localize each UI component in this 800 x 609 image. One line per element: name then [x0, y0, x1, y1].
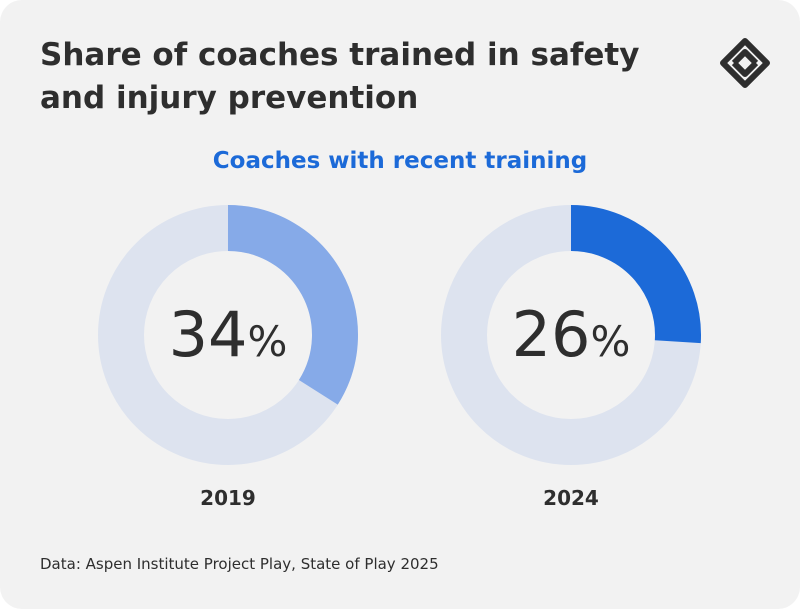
donut-charts: 34% 2019 26% 2024: [98, 205, 701, 510]
donut-2019: 34% 2019: [98, 205, 358, 510]
donut-slice-2019: [227, 205, 358, 405]
chart-subtitle: Coaches with recent training: [212, 148, 588, 174]
donut-slice-2024: [570, 205, 701, 344]
value-unit: %: [590, 317, 630, 366]
value-number: 26: [512, 298, 591, 371]
interlocking-diamond-logo-icon: [720, 38, 770, 88]
chart-title: Share of coaches trained in safety and i…: [40, 37, 640, 116]
source-note: Data: Aspen Institute Project Play, Stat…: [40, 555, 439, 573]
value-number: 34: [169, 298, 248, 371]
value-unit: %: [247, 317, 287, 366]
category-label-2024: 2024: [543, 486, 599, 510]
donut-2024: 26% 2024: [441, 205, 701, 510]
donut-value-label-2024: 26%: [512, 298, 631, 371]
donut-value-label-2019: 34%: [169, 298, 288, 371]
category-label-2019: 2019: [200, 486, 256, 510]
